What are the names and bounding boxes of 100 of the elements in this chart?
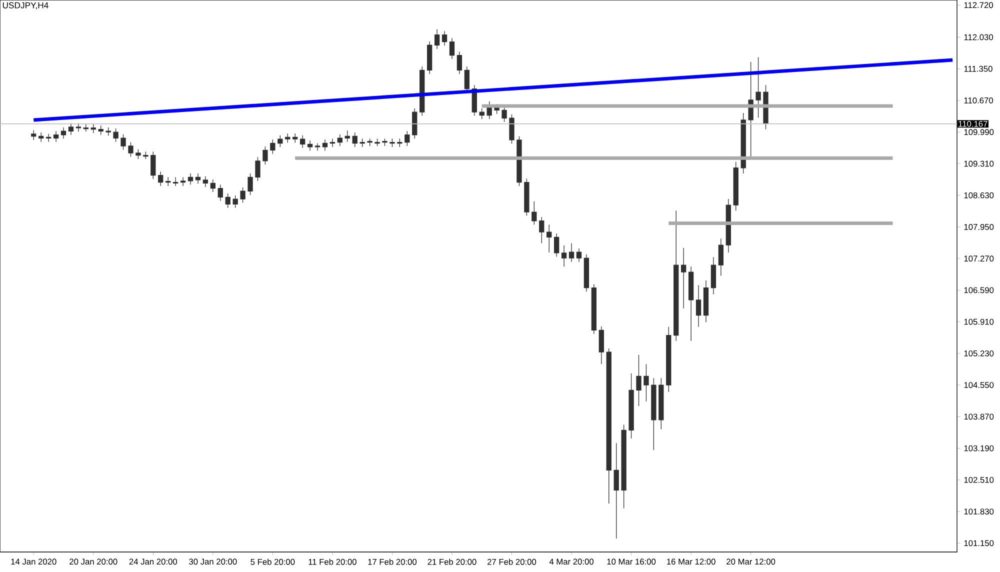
candlestick <box>307 140 313 151</box>
candlestick <box>322 139 328 151</box>
candlestick <box>427 41 432 74</box>
candlestick <box>479 108 484 120</box>
candlestick <box>718 238 724 276</box>
x-tick-label: 20 Jan 20:00 <box>70 558 118 565</box>
candlestick <box>98 125 104 136</box>
candlestick <box>232 194 238 208</box>
chart-title: USDJPY,H4 <box>2 2 48 10</box>
y-tick-label: 104.550 <box>964 382 994 388</box>
candlestick <box>412 108 418 139</box>
candlestick <box>172 176 178 186</box>
candlestick <box>38 132 44 142</box>
candlestick <box>262 146 268 165</box>
x-tick-label: 10 Mar 16:00 <box>607 558 656 565</box>
y-tick-label: 107.270 <box>964 256 994 262</box>
candlestick <box>31 130 36 140</box>
candlestick <box>188 173 194 185</box>
candlestick <box>576 248 582 262</box>
candlestick <box>442 30 448 46</box>
y-tick-label: 112.030 <box>964 34 994 40</box>
candlestick <box>532 201 537 225</box>
x-tick-label: 11 Feb 20:00 <box>308 558 356 565</box>
candlestick <box>210 179 216 192</box>
candlestick <box>255 156 260 182</box>
candlestick <box>382 138 388 146</box>
candlestick <box>733 161 738 211</box>
candlestick <box>344 130 350 142</box>
y-tick-label: 108.630 <box>964 192 994 198</box>
y-tick-label: 101.830 <box>964 508 994 515</box>
candlestick <box>337 134 342 146</box>
candlestick <box>449 38 455 60</box>
candlestick <box>516 136 522 186</box>
candlestick <box>434 28 440 50</box>
candlestick <box>113 128 118 142</box>
candlestick <box>225 193 230 208</box>
candlestick <box>584 254 590 292</box>
y-tick-label: 102.510 <box>964 476 994 483</box>
candlestick <box>60 127 66 139</box>
candlestick <box>195 173 201 184</box>
y-tick-label: 105.230 <box>964 350 994 356</box>
candlestick <box>621 424 626 509</box>
y-tick-label: 107.950 <box>964 224 994 230</box>
candlestick <box>367 138 372 146</box>
candlestick <box>404 130 410 146</box>
candlestick <box>314 142 320 151</box>
candlestick <box>202 176 208 188</box>
y-tick-label: 103.190 <box>964 445 994 452</box>
y-tick-label: 101.150 <box>964 540 994 546</box>
candlestick <box>292 133 298 144</box>
candlestick <box>681 248 686 309</box>
candlestick <box>502 106 507 122</box>
candlestick <box>158 171 164 186</box>
x-tick-label: 20 Mar 12:00 <box>726 558 776 565</box>
candlestick <box>136 148 141 160</box>
candlestick <box>674 210 679 342</box>
candlestick <box>688 266 694 342</box>
candlestick <box>606 348 612 504</box>
x-tick-label: 17 Feb 20:00 <box>368 558 417 565</box>
ref-line-label: 110.167 <box>958 120 988 127</box>
candlestick <box>300 134 306 148</box>
x-tick-label: 27 Feb 20:00 <box>488 558 536 565</box>
candlestick <box>76 122 82 132</box>
candlestick <box>561 245 567 267</box>
candlestick <box>180 176 186 186</box>
x-tick-label: 30 Jan 20:00 <box>189 558 237 565</box>
candlestick <box>120 134 126 150</box>
candlestick <box>374 138 380 146</box>
candlestick <box>352 132 358 148</box>
candlestick <box>143 151 148 160</box>
y-tick-label: 106.590 <box>964 287 994 294</box>
y-tick-label: 109.310 <box>964 160 994 167</box>
candlestick <box>390 138 395 148</box>
x-tick-label: 5 Feb 20:00 <box>250 558 295 565</box>
candlestick <box>628 373 634 439</box>
candlestick <box>666 326 672 392</box>
y-tick-label: 112.720 <box>964 2 994 8</box>
candlestick <box>696 284 702 328</box>
candlestick <box>554 233 560 258</box>
candlestick <box>456 51 462 74</box>
candlestick <box>509 114 514 144</box>
candlestick <box>46 134 52 142</box>
y-tick-label: 105.910 <box>964 318 994 325</box>
candlestick <box>150 151 156 180</box>
candlestick <box>285 133 290 144</box>
candlestick <box>658 378 664 430</box>
x-tick-label: 21 Feb 20:00 <box>428 558 476 565</box>
candlestick <box>330 138 336 148</box>
candlestick <box>464 66 470 93</box>
x-tick-label: 14 Jan 2020 <box>11 558 56 565</box>
candlestick <box>397 138 402 148</box>
y-tick-label: 103.870 <box>964 414 994 420</box>
candlestick <box>218 184 223 202</box>
candlestick <box>591 284 597 334</box>
candlestick <box>756 56 761 118</box>
candlestick <box>248 173 253 196</box>
x-tick-label: 16 Mar 12:00 <box>667 558 716 565</box>
candlestick <box>53 130 59 142</box>
candlestick <box>524 178 530 216</box>
candlestick <box>568 242 574 262</box>
